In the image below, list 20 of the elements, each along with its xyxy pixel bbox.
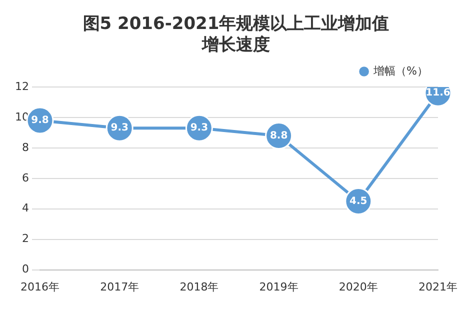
y-tick-label: 12 [14, 80, 29, 93]
y-tick-label: 4 [22, 202, 29, 215]
x-tick-label: 2018年 [180, 280, 219, 294]
data-label: 9.8 [31, 115, 49, 126]
x-tick-label: 2016年 [20, 280, 60, 294]
x-tick-label: 2021年 [418, 280, 458, 294]
chart-title: 图5 2016-2021年规模以上工业增加值增长速度 [82, 13, 390, 56]
y-tick-label: 6 [22, 171, 29, 184]
data-label: 8.8 [270, 130, 288, 142]
data-label: 11.6 [426, 88, 450, 99]
legend-label: 增幅（%） [372, 64, 428, 78]
y-tick-label: 2 [22, 232, 29, 246]
x-tick-label: 2020年 [338, 280, 378, 294]
x-tick-label: 2019年 [259, 280, 298, 294]
data-label: 9.3 [190, 122, 208, 134]
data-label: 4.5 [350, 196, 368, 207]
y-tick-label: 8 [22, 140, 29, 154]
y-tick-label: 0 [22, 262, 29, 276]
data-label: 9.3 [110, 122, 128, 134]
x-tick-label: 2017年 [100, 280, 140, 294]
